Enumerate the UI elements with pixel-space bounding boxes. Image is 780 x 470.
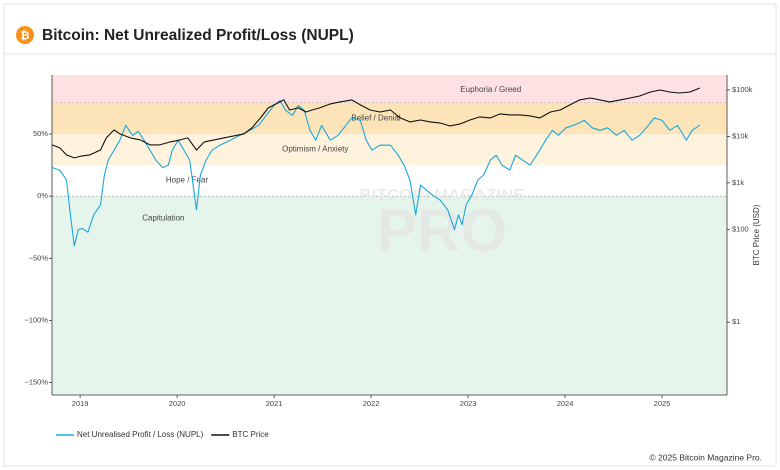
zone-label: Belief / Denial xyxy=(351,114,401,123)
x-tick-label: 2021 xyxy=(266,399,283,408)
bitcoin-icon-glyph: ₿ xyxy=(21,30,30,42)
x-tick-label: 2022 xyxy=(363,399,380,408)
watermark: BITCOIN MAGAZINE xyxy=(359,185,524,204)
zone-band xyxy=(52,165,727,197)
plot-area: Euphoria / Greed Belief / Denial Optimism … xyxy=(52,75,727,395)
x-tick-label: 2025 xyxy=(654,399,671,408)
x-tick-label: 2020 xyxy=(169,399,186,408)
y2-axis-title: BTC Price (USD) xyxy=(752,204,761,265)
zone-band xyxy=(52,196,727,395)
page-title: Bitcoin: Net Unrealized Profit/Loss (NUP… xyxy=(42,27,354,44)
zone-label: Hope / Fear xyxy=(166,176,209,185)
y2-tick-label: $10k xyxy=(732,131,749,140)
zone-label: Capitulation xyxy=(142,213,184,222)
legend-label: Net Unrealised Profit / Loss (NUPL) xyxy=(77,430,204,439)
bitcoin-icon xyxy=(16,26,34,44)
y-tick-label: −150% xyxy=(24,378,48,387)
y-tick-label: −50% xyxy=(29,253,49,262)
zone-band xyxy=(52,102,727,135)
y-tick-label: −100% xyxy=(24,315,48,324)
y-tick-label: 50% xyxy=(33,129,48,138)
watermark: PRO xyxy=(377,197,507,264)
series-line xyxy=(52,99,701,247)
y2-tick-label: $100 xyxy=(732,224,749,233)
zone-band xyxy=(52,134,727,166)
x-tick-label: 2023 xyxy=(460,399,477,408)
x-tick-label: 2019 xyxy=(72,399,89,408)
y2-tick-label: $1k xyxy=(732,178,744,187)
y-tick-label: 0% xyxy=(37,191,48,200)
zone-band xyxy=(52,75,727,103)
zone-label: Euphoria / Greed xyxy=(460,85,521,94)
y2-tick-label: $100k xyxy=(732,85,753,94)
copyright: © 2025 Bitcoin Magazine Pro. xyxy=(649,452,762,462)
axes: 50% 0% −50% −100% −150% $100k $10k $1k $100 $1 BTC… xyxy=(24,75,761,439)
y2-tick-label: $1 xyxy=(732,317,740,326)
x-tick-label: 2024 xyxy=(557,399,574,408)
legend-label: BTC Price xyxy=(232,430,269,439)
zone-label: Optimism / Anxiety xyxy=(282,145,348,154)
series-line xyxy=(52,87,701,159)
